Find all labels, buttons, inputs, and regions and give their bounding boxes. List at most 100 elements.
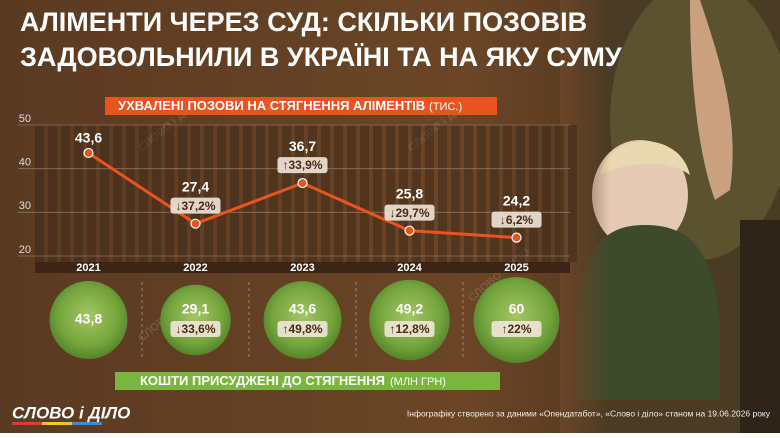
logo-stripe bbox=[42, 422, 72, 425]
stripe bbox=[243, 125, 252, 262]
stripe bbox=[191, 125, 200, 262]
y-tick-label: 40 bbox=[19, 157, 31, 169]
stripe bbox=[308, 125, 317, 262]
value-label: 27,4 bbox=[182, 178, 209, 194]
stripe bbox=[217, 125, 226, 262]
stripe bbox=[438, 125, 447, 262]
chart-title-bg bbox=[115, 372, 500, 390]
stripe bbox=[178, 125, 187, 262]
unit: (МЛН ГРН) bbox=[390, 376, 446, 388]
chart-title: УХВАЛЕНІ ПОЗОВИ НА СТЯГНЕННЯ АЛІМЕНТІВ (Т… bbox=[118, 98, 462, 113]
point bbox=[297, 177, 308, 189]
change-badge: ↑22% bbox=[491, 321, 542, 337]
stripe bbox=[35, 125, 44, 262]
stripe bbox=[399, 125, 408, 262]
value-label: 43,6 bbox=[75, 130, 102, 146]
value-label: 29,1 bbox=[182, 301, 209, 317]
value-label: 25,8 bbox=[396, 185, 423, 201]
stripe bbox=[477, 125, 486, 262]
bubble bbox=[49, 281, 128, 359]
badge-bg bbox=[491, 321, 542, 337]
change-label: ↓37,2% bbox=[175, 199, 215, 213]
badge-bg bbox=[384, 321, 435, 337]
logo-stripe bbox=[72, 422, 102, 425]
title: АЛІМЕНТИ ЧЕРЕЗ СУД: СКІЛЬКИ ПОЗОВІВ bbox=[20, 7, 587, 37]
y-tick-label: 20 bbox=[19, 244, 31, 256]
title: ЗАДОВОЛЬНИЛИ В УКРАЇНІ ТА НА ЯКУ СУМУ bbox=[20, 42, 623, 72]
badge-bg bbox=[384, 204, 435, 221]
stripe bbox=[113, 125, 122, 262]
badge-bg bbox=[491, 211, 542, 228]
bubble bbox=[473, 277, 560, 363]
badge-bg bbox=[277, 321, 328, 337]
stripe bbox=[503, 125, 512, 262]
logo: СЛОВО і ДІЛО bbox=[12, 403, 130, 422]
stripe bbox=[256, 125, 265, 262]
stripe bbox=[568, 125, 577, 262]
bubble bbox=[369, 279, 450, 361]
title-text: КОШТИ ПРИСУДЖЕНІ ДО СТЯГНЕННЯ bbox=[140, 373, 385, 388]
source: Інфографіку створено за даними «Опендата… bbox=[407, 408, 771, 418]
change-label: ↑12,8% bbox=[389, 322, 429, 336]
stripe bbox=[464, 125, 473, 262]
stripe bbox=[61, 125, 70, 262]
x-tick-label: 2021 bbox=[76, 262, 100, 274]
stripe bbox=[360, 125, 369, 262]
stripe bbox=[74, 125, 83, 262]
change-label: ↑22% bbox=[501, 322, 531, 336]
year-band bbox=[35, 262, 570, 273]
x-tick-label: 2025 bbox=[504, 262, 528, 274]
value-label: 60 bbox=[509, 301, 525, 317]
bubble bbox=[263, 281, 342, 359]
stripe bbox=[529, 125, 538, 262]
change-badge: ↓29,7% bbox=[384, 204, 435, 221]
stripe bbox=[412, 125, 421, 262]
title-text: УХВАЛЕНІ ПОЗОВИ НА СТЯГНЕННЯ АЛІМЕНТІВ bbox=[118, 98, 425, 113]
change-label: ↑33,9% bbox=[282, 158, 322, 172]
value-label: 43,6 bbox=[289, 301, 316, 317]
change-label: ↓29,7% bbox=[389, 206, 429, 220]
change-label: ↓6,2% bbox=[500, 213, 534, 227]
badge-bg bbox=[170, 321, 221, 337]
change-badge: ↑33,9% bbox=[277, 157, 328, 174]
stripe bbox=[334, 125, 343, 262]
badge-bg bbox=[277, 157, 328, 174]
stripe bbox=[48, 125, 57, 262]
stripe bbox=[295, 125, 304, 262]
stripe bbox=[451, 125, 460, 262]
point bbox=[83, 147, 94, 159]
y-tick-label: 30 bbox=[19, 200, 31, 212]
stripe bbox=[386, 125, 395, 262]
x-tick-label: 2024 bbox=[397, 262, 422, 274]
stripe bbox=[87, 125, 96, 262]
stripe bbox=[425, 125, 434, 262]
change-badge: ↑49,8% bbox=[277, 321, 328, 337]
point bbox=[404, 225, 415, 236]
stripe bbox=[282, 125, 291, 262]
stripe bbox=[347, 125, 356, 262]
chart-title-bg bbox=[105, 97, 497, 115]
value-label: 43,8 bbox=[75, 311, 102, 327]
change-badge: ↓6,2% bbox=[491, 211, 542, 228]
stripe bbox=[542, 125, 551, 262]
stripe bbox=[165, 125, 174, 262]
unit: (ТИС.) bbox=[429, 101, 462, 113]
photo bbox=[560, 0, 780, 433]
stripe bbox=[230, 125, 239, 262]
logo-stripe bbox=[12, 422, 42, 425]
value-label: 24,2 bbox=[503, 192, 530, 208]
point bbox=[190, 218, 201, 229]
value-label: 36,7 bbox=[289, 138, 316, 154]
badge-bg bbox=[170, 197, 221, 214]
stripe bbox=[100, 125, 109, 262]
chart-title: КОШТИ ПРИСУДЖЕНІ ДО СТЯГНЕННЯ (МЛН ГРН) bbox=[140, 373, 446, 388]
change-badge: ↓37,2% bbox=[170, 197, 221, 214]
change-badge: ↑12,8% bbox=[384, 321, 435, 337]
stripe bbox=[373, 125, 382, 262]
y-tick-label: 50 bbox=[19, 113, 31, 125]
stripe bbox=[152, 125, 161, 262]
point bbox=[511, 232, 522, 243]
stripe bbox=[126, 125, 135, 262]
change-label: ↑49,8% bbox=[282, 322, 322, 336]
x-tick-label: 2022 bbox=[183, 262, 207, 274]
